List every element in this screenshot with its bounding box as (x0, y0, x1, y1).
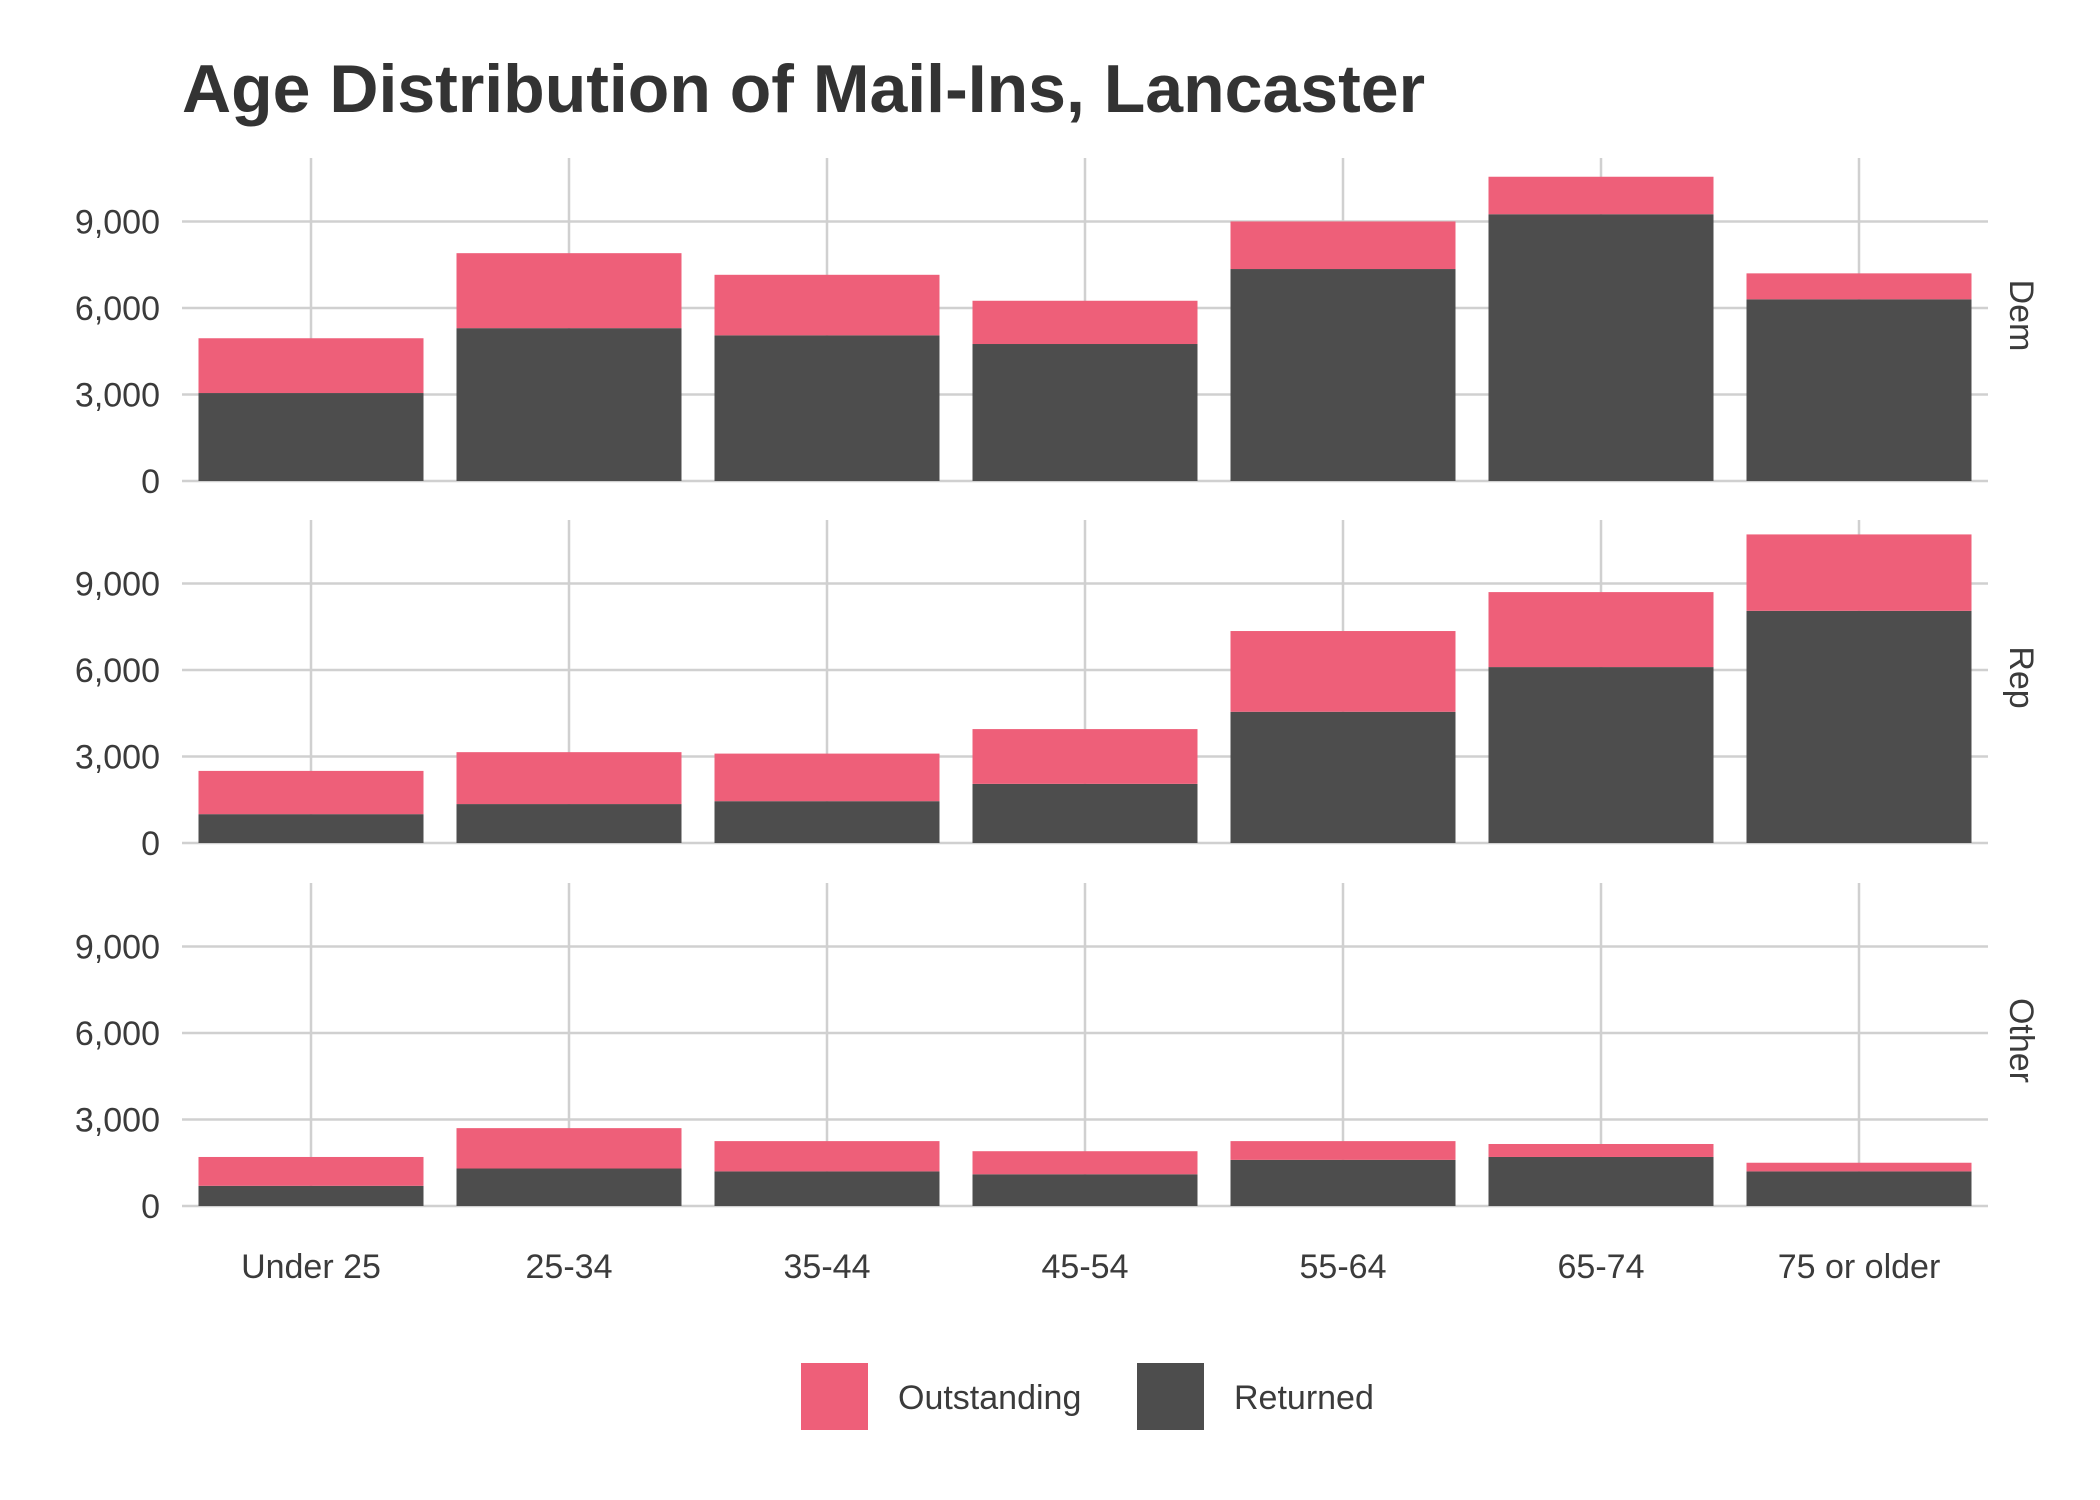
bar-returned-dem-75-or-older (1746, 299, 1972, 481)
bar-outstanding-other-55-64 (1230, 1141, 1456, 1160)
bar-returned-dem-25-34 (456, 328, 682, 481)
panel-rep: 0 3,000 6,000 9,000 Rep (75, 520, 2040, 863)
bar-returned-rep-75-or-older (1746, 610, 1972, 843)
x-tick-label: 25-34 (526, 1248, 613, 1286)
facet-label-rep: Rep (2002, 646, 2040, 708)
bar-returned-rep-65-74 (1488, 667, 1714, 843)
bar-outstanding-other-25-34 (456, 1128, 682, 1169)
bar-outstanding-other-under-25 (198, 1156, 424, 1186)
y-tick-label: 3,000 (75, 1101, 160, 1139)
legend: Outstanding Returned (801, 1363, 1374, 1430)
bar-outstanding-dem-under-25 (198, 338, 424, 394)
bar-outstanding-rep-25-34 (456, 752, 682, 805)
bar-outstanding-dem-75-or-older (1746, 273, 1972, 300)
panels-layer: 0 3,000 6,000 9,000 Dem 0 3,000 6,000 9,000 Rep 0 3… (75, 158, 2040, 1226)
y-tick-label: 9,000 (75, 565, 160, 603)
bar-outstanding-rep-45-54 (972, 729, 1198, 784)
bar-returned-rep-45-54 (972, 783, 1198, 843)
bar-returned-other-55-64 (1230, 1159, 1456, 1206)
x-axis: Under 25 25-34 35-44 45-54 55-64 65-74 75 or o… (241, 1248, 1940, 1286)
bar-outstanding-other-35-44 (714, 1141, 940, 1172)
bar-outstanding-rep-75-or-older (1746, 534, 1972, 611)
x-tick-label: 35-44 (784, 1248, 871, 1286)
bar-returned-other-35-44 (714, 1171, 940, 1206)
chart-title: Age Distribution of Mail-Ins, Lancaster (182, 51, 1425, 127)
bar-returned-dem-55-64 (1230, 269, 1456, 481)
bar-returned-rep-25-34 (456, 804, 682, 843)
y-tick-label: 0 (141, 825, 160, 863)
legend-label-outstanding: Outstanding (898, 1379, 1081, 1417)
bar-outstanding-dem-45-54 (972, 300, 1198, 345)
facet-label-other: Other (2002, 998, 2040, 1083)
bar-returned-other-75-or-older (1746, 1171, 1972, 1206)
bar-outstanding-rep-55-64 (1230, 631, 1456, 712)
legend-label-returned: Returned (1234, 1379, 1374, 1417)
bar-returned-rep-55-64 (1230, 711, 1456, 843)
facet-label-dem: Dem (2002, 280, 2040, 352)
bar-outstanding-dem-55-64 (1230, 221, 1456, 270)
bar-returned-other-under-25 (198, 1185, 424, 1206)
bar-returned-other-45-54 (972, 1174, 1198, 1206)
bar-returned-dem-45-54 (972, 344, 1198, 481)
bar-returned-rep-under-25 (198, 814, 424, 843)
x-tick-label: 55-64 (1300, 1248, 1387, 1286)
y-tick-label: 9,000 (75, 203, 160, 241)
bar-outstanding-dem-25-34 (456, 253, 682, 329)
x-tick-label: 75 or older (1778, 1248, 1941, 1286)
bar-returned-rep-35-44 (714, 801, 940, 843)
y-tick-label: 6,000 (75, 290, 160, 328)
legend-swatch-outstanding (801, 1363, 868, 1430)
x-tick-label: 65-74 (1558, 1248, 1645, 1286)
bar-outstanding-rep-under-25 (198, 770, 424, 815)
y-tick-label: 9,000 (75, 928, 160, 966)
x-tick-label: 45-54 (1042, 1248, 1129, 1286)
legend-swatch-returned (1137, 1363, 1204, 1430)
bar-returned-dem-35-44 (714, 335, 940, 481)
y-tick-label: 6,000 (75, 652, 160, 690)
y-tick-label: 3,000 (75, 738, 160, 776)
bar-outstanding-other-45-54 (972, 1151, 1198, 1175)
bar-returned-other-25-34 (456, 1168, 682, 1206)
bar-returned-dem-under-25 (198, 393, 424, 481)
bar-returned-dem-65-74 (1488, 214, 1714, 481)
y-tick-label: 3,000 (75, 376, 160, 414)
bar-outstanding-other-65-74 (1488, 1143, 1714, 1157)
y-tick-label: 0 (141, 463, 160, 501)
bar-outstanding-other-75-or-older (1746, 1162, 1972, 1172)
y-tick-label: 0 (141, 1188, 160, 1226)
panel-dem: 0 3,000 6,000 9,000 Dem (75, 158, 2040, 501)
x-tick-label: Under 25 (241, 1248, 381, 1286)
bar-outstanding-dem-35-44 (714, 274, 940, 336)
bar-outstanding-dem-65-74 (1488, 176, 1714, 215)
y-tick-label: 6,000 (75, 1015, 160, 1053)
bar-outstanding-rep-65-74 (1488, 592, 1714, 668)
panel-other: 0 3,000 6,000 9,000 Other (75, 883, 2040, 1226)
bar-outstanding-rep-35-44 (714, 753, 940, 802)
bar-returned-other-65-74 (1488, 1156, 1714, 1206)
